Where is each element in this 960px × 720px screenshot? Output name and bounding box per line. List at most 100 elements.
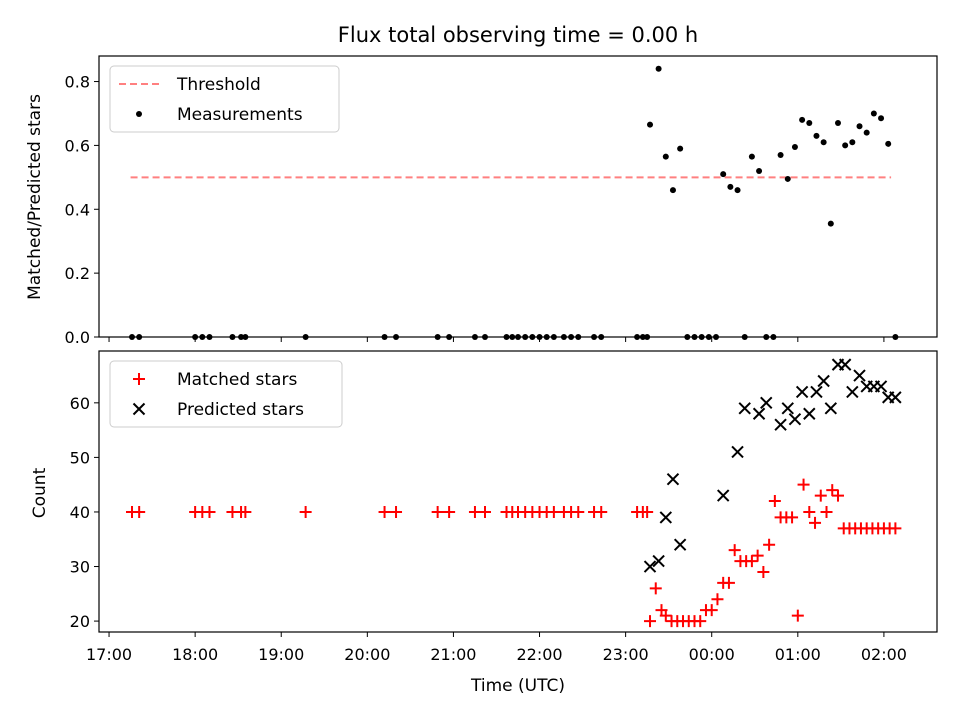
measurement-point xyxy=(842,142,849,149)
x-tick-label: 19:00 xyxy=(258,645,304,664)
matched-star-point xyxy=(768,495,781,508)
measurement-point xyxy=(756,167,763,174)
predicted-star-point xyxy=(810,385,823,399)
measurement-point xyxy=(784,175,791,182)
matched-star-point xyxy=(133,505,146,518)
top-y-tick-label: 0.2 xyxy=(65,264,90,283)
predicted-stars-series xyxy=(643,358,902,573)
predicted-star-point xyxy=(817,374,830,388)
matched-star-point xyxy=(786,511,799,524)
top-y-axis-label: Matched/Predicted stars xyxy=(25,94,45,300)
predicted-star-point xyxy=(666,473,680,486)
measurement-point xyxy=(885,140,892,147)
matched-star-point xyxy=(722,576,735,589)
x-tick-label: 20:00 xyxy=(344,645,390,664)
top-axes-frame xyxy=(98,55,938,338)
matched-star-point xyxy=(809,516,822,529)
matched-star-point xyxy=(814,489,827,502)
predicted-star-point xyxy=(652,554,665,568)
matched-star-point xyxy=(649,582,662,595)
matched-star-point xyxy=(468,505,481,518)
x-tick-label: 01:00 xyxy=(775,645,821,664)
predicted-star-point xyxy=(889,391,902,404)
top-legend-box xyxy=(109,65,340,133)
measurement-point xyxy=(870,110,877,117)
matched-star-point xyxy=(763,538,776,551)
measurement-point xyxy=(813,132,820,139)
matched-star-point xyxy=(431,505,444,518)
matched-star-point xyxy=(641,505,654,518)
matched-star-point xyxy=(694,615,707,628)
matched-star-point xyxy=(239,505,252,518)
predicted-star-point xyxy=(846,385,859,399)
measurement-point xyxy=(799,116,806,123)
matched-star-point xyxy=(820,505,833,518)
measurement-point xyxy=(655,65,662,72)
measurement-point xyxy=(878,115,885,122)
x-tick-label: 17:00 xyxy=(86,645,132,664)
matched-star-point xyxy=(711,593,724,606)
top-y-tick-label: 0.0 xyxy=(65,328,90,347)
predicted-star-point xyxy=(716,489,730,502)
matched-star-point xyxy=(757,565,770,578)
bottom-y-tick-label: 50 xyxy=(70,448,90,467)
measurement-point xyxy=(647,121,654,128)
top-panel: 0.0 0.2 0.4 0.6 0.8 Threshold Measurements xyxy=(65,55,938,347)
matched-star-point xyxy=(803,505,816,518)
matched-star-point xyxy=(390,505,403,518)
measurement-point xyxy=(856,123,863,130)
x-axis-label: Time (UTC) xyxy=(470,676,565,696)
predicted-star-point xyxy=(795,385,809,399)
matched-star-point xyxy=(644,615,657,628)
measurement-point xyxy=(827,220,834,227)
matched-star-point xyxy=(378,505,391,518)
predicted-star-point xyxy=(643,560,657,573)
measurement-point xyxy=(834,120,841,127)
matched-star-point xyxy=(889,522,902,535)
x-tick-label: 21:00 xyxy=(430,645,476,664)
measurement-point xyxy=(720,171,727,178)
measurement-point xyxy=(820,139,827,146)
bottom-y-axis-label: Count xyxy=(30,467,50,518)
measurement-point xyxy=(849,139,856,146)
predicted-star-point xyxy=(853,369,866,382)
predicted-star-point xyxy=(673,538,687,551)
measurement-point xyxy=(777,151,784,158)
chart-title: Flux total observing time = 0.00 h xyxy=(338,23,698,47)
bottom-axes-frame xyxy=(98,350,938,633)
predicted-star-point xyxy=(824,402,838,415)
bottom-y-tick-label: 40 xyxy=(70,503,90,522)
predicted-star-point xyxy=(659,511,673,524)
predicted-star-point xyxy=(752,407,766,420)
matched-star-point xyxy=(705,604,718,617)
legend-matched-swatch xyxy=(133,373,145,385)
predicted-star-point xyxy=(838,358,852,371)
measurement-point xyxy=(734,187,741,194)
measurements-series xyxy=(129,65,899,340)
top-y-tick-label: 0.8 xyxy=(65,73,90,92)
legend-label: Matched stars xyxy=(177,370,297,390)
bottom-legend-box xyxy=(109,360,343,428)
measurement-point xyxy=(669,187,676,194)
measurement-point xyxy=(748,153,755,160)
bottom-panel: 20 30 40 50 60 17:00 18:00 19:00 20:00 21:00 22:00… xyxy=(70,350,938,664)
legend-label: Predicted stars xyxy=(177,400,304,420)
predicted-star-point xyxy=(760,396,773,410)
predicted-star-point xyxy=(781,402,794,415)
measurement-point xyxy=(791,144,798,151)
matched-star-point xyxy=(443,505,456,518)
matched-star-point xyxy=(547,505,560,518)
matched-star-point xyxy=(745,555,758,568)
matched-star-point xyxy=(595,505,608,518)
predicted-star-point xyxy=(731,445,744,459)
matched-star-point xyxy=(826,484,839,497)
predicted-star-point xyxy=(788,412,802,426)
bottom-legend: Matched stars Predicted stars xyxy=(109,360,343,428)
matched-star-point xyxy=(478,505,491,518)
x-tick-label: 22:00 xyxy=(516,645,562,664)
legend-label: Threshold xyxy=(176,75,261,95)
matched-star-point xyxy=(203,505,216,518)
x-tick-label: 00:00 xyxy=(689,645,735,664)
matched-star-point xyxy=(659,609,672,622)
bottom-y-tick-label: 60 xyxy=(70,394,90,413)
